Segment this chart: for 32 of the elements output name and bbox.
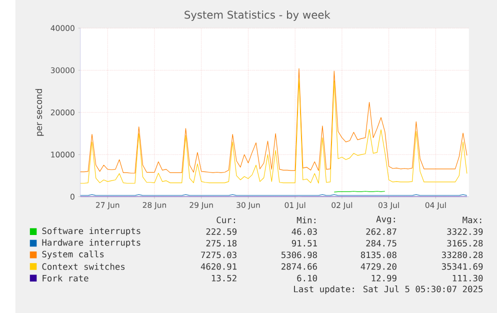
text: 2874.66 bbox=[282, 263, 317, 270]
text: 12.99 bbox=[372, 274, 396, 282]
text: 5306.98 bbox=[282, 252, 317, 258]
text: Avg: bbox=[376, 216, 395, 224]
chart-title: System Statistics - by week bbox=[184, 10, 330, 21]
text: 46.03 bbox=[292, 228, 317, 235]
text: 284.75 bbox=[366, 240, 396, 247]
text: 91.51 bbox=[292, 240, 317, 247]
text: 3165.28 bbox=[447, 240, 483, 247]
legend-label: Software interrupts bbox=[42, 227, 140, 236]
legend-label: Hardware interrupts bbox=[42, 239, 140, 248]
text: Cur: bbox=[216, 216, 236, 224]
text: 35341.69 bbox=[442, 263, 483, 270]
y-axis-title: per second bbox=[35, 89, 44, 136]
text: 4620.91 bbox=[200, 263, 236, 270]
text: 275.18 bbox=[206, 240, 237, 247]
text: 13.52 bbox=[212, 274, 236, 282]
text: 3322.39 bbox=[447, 228, 483, 235]
text: Last update: Sat Jul 5 05:30:07 2025 bbox=[294, 286, 483, 294]
text: 111.30 bbox=[452, 274, 483, 282]
legend-label: Context switches bbox=[42, 263, 125, 270]
text: 6.10 bbox=[297, 274, 317, 282]
text: 262.87 bbox=[366, 228, 396, 235]
text: 7275.03 bbox=[201, 252, 236, 258]
text: Max: bbox=[462, 216, 482, 224]
text: 4729.20 bbox=[360, 263, 396, 270]
text: 33280.28 bbox=[442, 252, 483, 258]
text: 8135.08 bbox=[360, 252, 396, 258]
legend-label: Fork rate bbox=[42, 274, 88, 282]
legend-label: System calls bbox=[42, 250, 104, 260]
text: 222.59 bbox=[206, 228, 236, 235]
text: Min: bbox=[296, 216, 316, 224]
